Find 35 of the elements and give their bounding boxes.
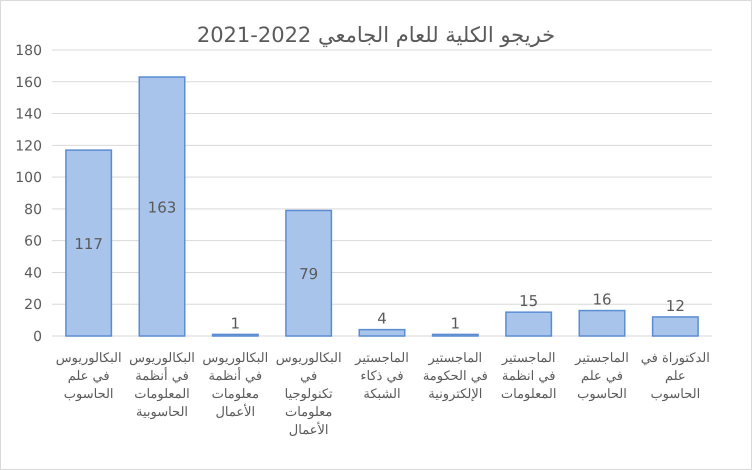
x-tick-label: البكالوريوس في أنظمة معلومات الأعمال xyxy=(202,351,268,420)
x-tick-label: الماجستير في ذكاء الشبكة xyxy=(354,351,409,402)
y-tick-label: 100 xyxy=(15,170,42,186)
data-label: 117 xyxy=(74,235,103,254)
y-tick-label: 0 xyxy=(33,329,42,345)
data-label: 79 xyxy=(299,265,318,284)
y-tick-label: 180 xyxy=(15,43,42,59)
x-tick-label: الماجستير في انظمة المعلومات xyxy=(500,351,556,402)
y-tick-label: 40 xyxy=(24,265,42,282)
data-label: 1 xyxy=(450,314,460,332)
bar xyxy=(65,149,112,337)
bar xyxy=(505,311,552,337)
data-label: 1 xyxy=(230,314,240,332)
data-label: 16 xyxy=(592,290,612,309)
x-tick-label: الماجستير في علم الحاسوب xyxy=(574,351,629,402)
data-label: 4 xyxy=(377,310,387,328)
bar xyxy=(285,210,332,337)
x-tick-label: البكالوريوس في أنظمة المعلومات الحاسوبية xyxy=(129,351,195,420)
bar xyxy=(652,316,699,337)
data-label: 12 xyxy=(666,296,685,315)
bar xyxy=(578,310,626,337)
x-tick-label: البكالوريوس في تكنولوجيا معلومات الأعمال xyxy=(276,351,342,438)
y-tick-label: 60 xyxy=(24,234,42,250)
bar xyxy=(358,328,406,337)
y-tick-label: 20 xyxy=(24,297,42,314)
data-label: 15 xyxy=(519,292,538,310)
x-tick-label: الماجستير في الحكومة الإلكترونية xyxy=(422,351,488,402)
y-tick-label: 140 xyxy=(15,106,42,123)
y-tick-label: 80 xyxy=(24,202,42,218)
x-tick-label: البكالوريوس في علم الحاسوب xyxy=(56,351,122,402)
bar xyxy=(138,76,186,337)
x-tick-label: الدكتوراة في علم الحاسوب xyxy=(640,351,710,402)
data-label: 163 xyxy=(148,198,176,217)
y-tick-label: 160 xyxy=(15,74,42,91)
y-tick-label: 120 xyxy=(15,138,42,154)
